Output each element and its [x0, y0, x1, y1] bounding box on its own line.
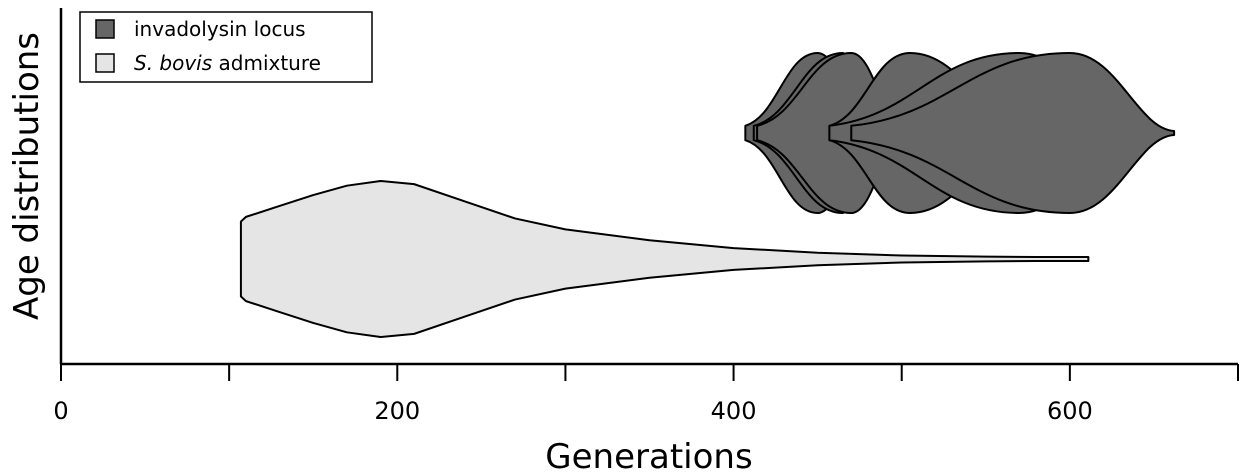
legend-label-admixture: S. bovis admixture [134, 51, 321, 75]
violin-invadolysin-6 [850, 52, 1176, 214]
legend: invadolysin locus S. bovis admixture [79, 11, 373, 83]
x-tick-label: 600 [1047, 397, 1093, 425]
legend-label-admixture-italic: S. bovis [134, 51, 212, 75]
legend-label-invadolysin: invadolysin locus [134, 17, 306, 41]
x-tick-label: 200 [374, 397, 420, 425]
violins-layer [239, 52, 1176, 338]
legend-label-admixture-rest: admixture [212, 51, 321, 75]
y-axis-title: Age distributions [7, 32, 47, 320]
legend-swatch-invadolysin [95, 19, 115, 39]
violin-admixture [239, 180, 1090, 338]
x-tick-label: 400 [711, 397, 757, 425]
x-tick-label: 0 [53, 397, 68, 425]
x-axis-title: Generations [545, 437, 752, 476]
legend-box [79, 11, 373, 83]
legend-swatch-admixture [95, 53, 115, 73]
x-ticks: 0 200 400 600 [53, 364, 1239, 425]
